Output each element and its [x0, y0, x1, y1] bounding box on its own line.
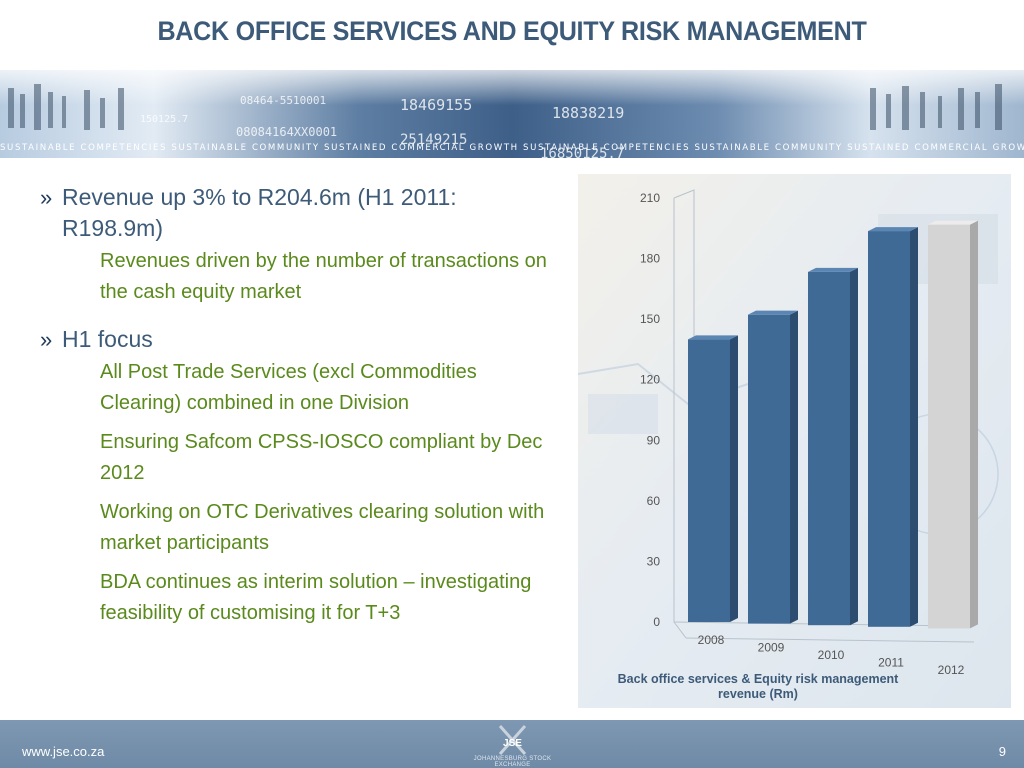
bar-top [868, 227, 918, 232]
banner-number: 08084164XX0001 [236, 125, 337, 139]
banner-ticker: SUSTAINABLE COMPETENCIES SUSTAINABLE COM… [0, 143, 1024, 153]
sub-bullet: Working on OTC Derivatives clearing solu… [40, 497, 560, 559]
bar-side [850, 267, 858, 626]
bar-top [808, 267, 858, 272]
footer-url-link[interactable]: www.jse.co.za [22, 744, 105, 759]
bar-2012 [928, 220, 978, 629]
y-tick-label: 210 [640, 191, 660, 205]
x-tick-label: 2009 [758, 641, 785, 655]
footer-bar: www.jse.co.za JSE JOHANNESBURG STOCK EXC… [0, 720, 1024, 768]
y-tick-label: 120 [640, 373, 660, 387]
bullet-text: H1 focus [62, 326, 153, 352]
jse-logo-icon: JSE [498, 725, 527, 755]
y-tick-label: 30 [647, 554, 661, 568]
bullet-revenue: » Revenue up 3% to R204.6m (H1 2011: R19… [40, 182, 560, 244]
bar-side [910, 227, 918, 627]
sub-bullet-text: BDA continues as interim solution – inve… [100, 571, 532, 624]
bar-top [748, 310, 798, 315]
bullet-list: » Revenue up 3% to R204.6m (H1 2011: R19… [40, 182, 560, 637]
logo-letters: JSE [503, 738, 522, 749]
double-chevron-icon: » [40, 185, 53, 210]
page-number: 9 [998, 744, 1006, 759]
banner-number: 18838219 [552, 104, 624, 122]
logo-caption: JOHANNESBURG STOCK EXCHANGE [473, 756, 552, 768]
sub-bullet-text: All Post Trade Services (excl Commoditie… [100, 361, 477, 414]
banner-number: 150125.7 [140, 114, 188, 125]
banner-number: 18469155 [400, 96, 472, 114]
header-banner: 08464-5510001 18469155 18838219 08084164… [0, 70, 1024, 158]
y-tick-label: 180 [640, 252, 660, 266]
bullet-h1-focus: » H1 focus [40, 324, 560, 355]
bar-top [688, 335, 738, 340]
bar-top [928, 220, 978, 225]
bar-side [730, 335, 738, 622]
sub-bullet-text: Revenues driven by the number of transac… [100, 250, 547, 303]
sub-bullet-text: Working on OTC Derivatives clearing solu… [100, 501, 545, 554]
y-tick-label: 90 [647, 433, 661, 447]
banner-number: 25149215 [400, 132, 467, 148]
bar-2011 [868, 227, 918, 627]
slide-title: BACK OFFICE SERVICES AND EQUITY RISK MAN… [157, 16, 867, 46]
bar-side [970, 220, 978, 629]
y-tick-label: 60 [647, 494, 661, 508]
double-chevron-icon: » [40, 327, 53, 352]
banner-number: 16850125.7 [540, 146, 624, 158]
y-tick-label: 150 [640, 312, 660, 326]
chart-title: Back office services & Equity risk manag… [618, 672, 900, 701]
sub-bullet-text: Ensuring Safcom CPSS-IOSCO compliant by … [100, 431, 543, 484]
sub-bullet: Revenues driven by the number of transac… [40, 246, 560, 308]
bar-front [808, 271, 850, 626]
banner-image: 08464-5510001 18469155 18838219 08084164… [0, 70, 1024, 158]
bar-2010 [808, 267, 858, 626]
sub-bullet: BDA continues as interim solution – inve… [40, 567, 560, 629]
x-tick-label: 2012 [938, 663, 965, 677]
bar-2009 [748, 310, 798, 624]
bullet-text: Revenue up 3% to R204.6m (H1 2011: R198.… [62, 184, 457, 241]
sub-bullet: All Post Trade Services (excl Commoditie… [40, 357, 560, 419]
bar-front [868, 231, 910, 627]
x-tick-label: 2011 [878, 656, 904, 670]
y-tick-label: 0 [653, 615, 660, 629]
revenue-chart: 0 30 60 90 120 150 180 210 2008 2009 2010 2011 2012… [578, 174, 1011, 708]
x-tick-label: 2008 [698, 633, 725, 647]
sub-bullet: Ensuring Safcom CPSS-IOSCO compliant by … [40, 427, 560, 489]
bar-front [688, 339, 730, 622]
banner-number: 08464-5510001 [240, 94, 326, 107]
x-tick-label: 2010 [818, 648, 845, 662]
bar-front [928, 224, 970, 629]
bar-front [748, 314, 790, 624]
revenue-bar-chart: 0 30 60 90 120 150 180 210 2008 2009 2010 2011 2012… [578, 174, 1011, 708]
bar-side [790, 310, 798, 624]
bar-2008 [688, 335, 738, 622]
